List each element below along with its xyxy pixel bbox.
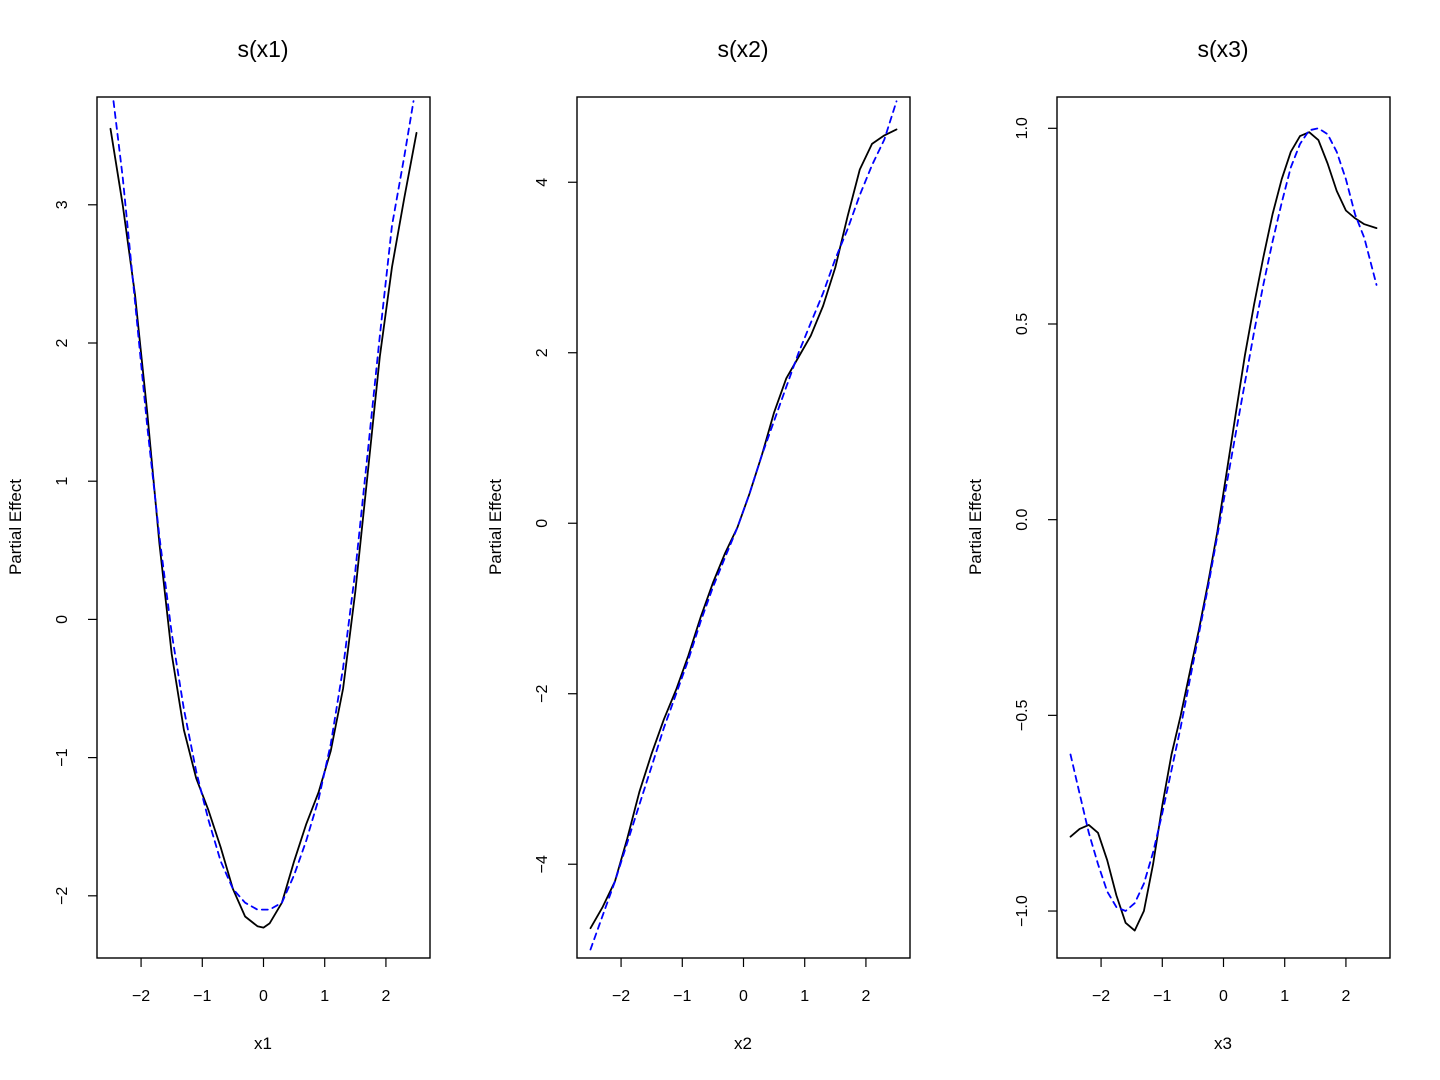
panel-x2-ytick-label: 4	[534, 178, 551, 187]
panel-x2-series-fitted-smooth	[589, 128, 898, 930]
panel-x1-title: s(x1)	[237, 36, 288, 62]
panel-x2-ytick-label: −4	[534, 855, 551, 873]
panel-x3-frame	[1056, 96, 1391, 959]
panel-x2-xlabel: x2	[734, 1034, 752, 1053]
panel-x3-ylabel: Partial Effect	[966, 479, 985, 575]
panel-x3-title: s(x3)	[1197, 36, 1248, 62]
panel-x1-frame	[96, 96, 431, 959]
panel-x3-ytick-label: 0.0	[1014, 508, 1031, 530]
panel-x2-title: s(x2)	[717, 36, 768, 62]
panel-x3-xtick-label: 2	[1341, 988, 1350, 1005]
panel-x1-xtick-label: −2	[132, 988, 150, 1005]
panel-x1-xtick-label: −1	[193, 988, 211, 1005]
panel-x2-xtick-label: −2	[612, 988, 630, 1005]
panel-x1: s(x1) x1 Partial Effect −2 −1 0 1 2 −2 −1 0 1 2 3	[6, 36, 431, 1053]
panel-x3-xtick-label: −1	[1153, 988, 1171, 1005]
panel-x3-xtick-label: −2	[1092, 988, 1110, 1005]
panel-x2-ytick-label: 0	[534, 519, 551, 528]
panel-x1-series-true-function	[112, 100, 415, 911]
panel-x3-xtick-label: 1	[1280, 988, 1289, 1005]
panel-x1-ytick-label: 3	[54, 200, 71, 209]
panel-x1-ytick-label: −1	[54, 748, 71, 766]
panel-x3-ytick-label: 1.0	[1014, 117, 1031, 139]
panel-x3-xtick-label: 0	[1219, 988, 1228, 1005]
panel-x2-xtick-label: 0	[739, 988, 748, 1005]
panel-x1-ytick-label: 0	[54, 615, 71, 624]
panel-x1-xtick-label: 1	[320, 988, 329, 1005]
panel-x3-ytick-label: −1.0	[1014, 895, 1031, 927]
panel-x3-ytick-label: −0.5	[1014, 699, 1031, 731]
panel-x1-ytick-label: 2	[54, 338, 71, 347]
panel-x1-ytick-label: 1	[54, 477, 71, 486]
panel-x3-series-fitted-smooth	[1069, 131, 1378, 932]
panel-x1-series-fitted-smooth	[109, 127, 418, 929]
panel-x1-ytick-label: −2	[54, 887, 71, 905]
panel-x1-ylabel: Partial Effect	[6, 479, 25, 575]
panel-x2-ylabel: Partial Effect	[486, 479, 505, 575]
panel-x2-ytick-label: −2	[534, 685, 551, 703]
panel-x1-xtick-label: 0	[259, 988, 268, 1005]
panel-x2-xtick-label: 2	[861, 988, 870, 1005]
panel-x1-xlabel: x1	[254, 1034, 272, 1053]
panel-x2: s(x2) x2 Partial Effect −2 −1 0 1 2 −4 −2 0 2 4	[486, 36, 911, 1053]
panel-x3-xlabel: x3	[1214, 1034, 1232, 1053]
panel-x2-frame	[576, 96, 911, 959]
panel-x2-ytick-label: 2	[534, 348, 551, 357]
panel-x1-xtick-label: 2	[381, 988, 390, 1005]
panel-x3-series-true-function	[1069, 127, 1378, 912]
panel-x3-ytick-label: 0.5	[1014, 313, 1031, 335]
panel-x2-series-true-function	[589, 100, 898, 951]
panel-x2-xtick-label: −1	[673, 988, 691, 1005]
panel-x3: s(x3) x3 Partial Effect −2 −1 0 1 2 −1.0 −0.5 0…	[966, 36, 1391, 1053]
panel-x2-xtick-label: 1	[800, 988, 809, 1005]
